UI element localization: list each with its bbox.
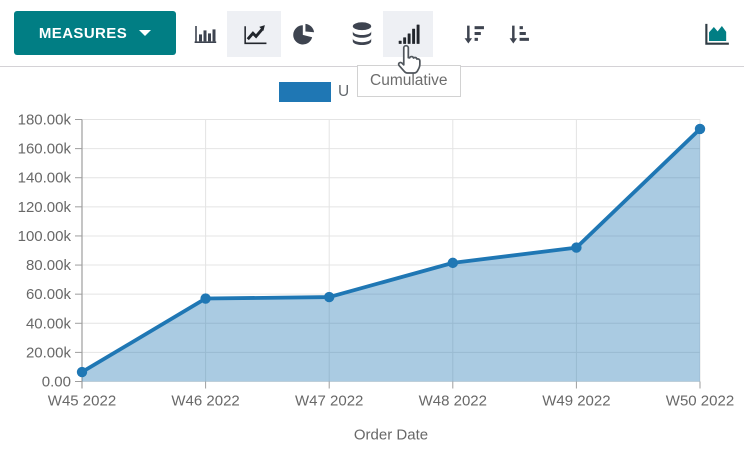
cumulative-tooltip: Cumulative [357,65,461,97]
legend-item[interactable]: U [279,82,349,102]
y-axis-label: 0.00 [42,374,71,391]
x-axis-label: W46 2022 [171,393,239,410]
control-panel: MEASURES [0,0,744,67]
caret-down-icon [139,30,152,36]
bar-chart-icon [192,21,218,47]
pie-chart-button[interactable] [284,11,322,57]
stacked-button[interactable] [343,11,381,57]
y-axis-label: 80.00k [26,257,72,274]
sort-descending-icon [460,22,485,47]
x-axis-label: W49 2022 [542,393,610,410]
cumulative-button[interactable] [383,11,433,57]
line-chart-icon [241,21,268,48]
bar-chart-button[interactable] [186,11,224,57]
legend-label: U [338,83,350,100]
cumulative-signal-icon [396,22,421,47]
sort-ascending-button[interactable] [498,11,536,57]
data-point[interactable] [694,123,706,135]
x-axis-label: W45 2022 [48,393,116,410]
data-point[interactable] [76,366,88,378]
y-axis-label: 20.00k [26,344,72,361]
y-axis-label: 140.00k [18,170,72,187]
sort-descending-button[interactable] [453,11,491,57]
y-axis-label: 40.00k [26,315,72,332]
y-axis-label: 160.00k [18,141,72,158]
stacked-database-icon [350,21,374,47]
measures-button-label: MEASURES [38,24,128,42]
pie-chart-icon [291,22,316,47]
y-axis-label: 180.00k [18,112,72,129]
area-chart-view-button[interactable] [696,11,736,57]
data-point[interactable] [447,257,458,269]
data-point[interactable] [571,242,582,253]
legend-swatch [279,82,331,102]
measures-button[interactable]: MEASURES [14,11,176,55]
series-line [80,127,702,374]
data-point[interactable] [324,291,335,303]
tooltip-text: Cumulative [370,72,448,89]
sort-ascending-icon [505,22,530,47]
data-point[interactable] [200,293,211,304]
y-axis-label: 120.00k [18,199,72,216]
y-axis-label: 100.00k [18,228,72,245]
line-chart-button[interactable] [227,11,281,57]
x-axis-label: W47 2022 [295,393,363,410]
cumulative-line-chart-canvas[interactable]: 0.00 20.00k 40.00k 60.00k 80.00k 100.00k 120.0… [0,100,744,457]
series-area-fill [82,128,700,382]
y-axis-label: 60.00k [26,286,72,303]
area-chart-icon [701,19,731,49]
x-axis-label: W48 2022 [419,393,487,410]
x-axis-label: W50 2022 [666,393,734,410]
x-axis-title: Order Date [354,427,428,444]
